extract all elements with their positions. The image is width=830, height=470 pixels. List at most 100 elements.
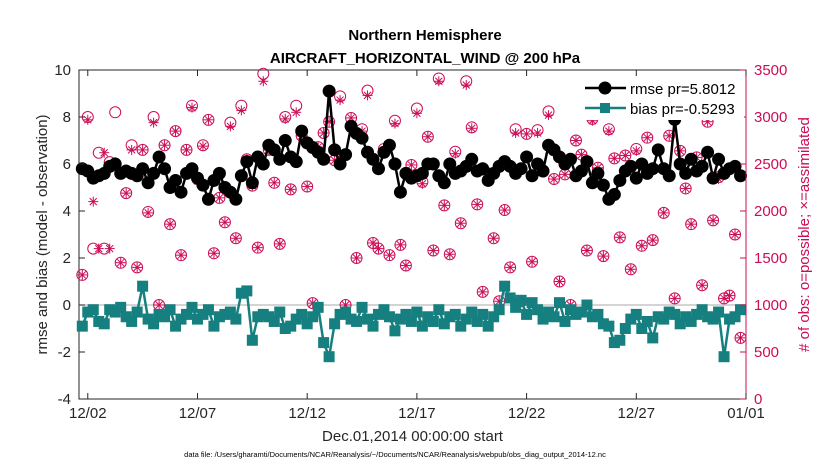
obs-assimilated-stroke <box>336 96 344 104</box>
obs-assimilated-marker <box>384 250 395 261</box>
obs-assimilated-marker <box>625 264 636 275</box>
obs-possible-marker <box>569 134 582 147</box>
rmse-marker <box>212 166 226 180</box>
obs-assimilated-marker <box>647 235 658 246</box>
obs-assimilated-stroke <box>665 131 674 140</box>
obs-assimilated-marker <box>176 250 187 261</box>
obs-assimilated-stroke <box>105 244 114 253</box>
obs-assimilated-stroke <box>281 115 290 123</box>
obs-assimilated-stroke <box>687 220 696 229</box>
x-tick-label: 12/22 <box>508 405 546 422</box>
y-tick-label: 6 <box>63 156 71 173</box>
obs-assimilated-stroke <box>83 115 92 124</box>
obs-assimilated-marker <box>252 242 263 253</box>
obs-assimilated-stroke <box>522 130 531 138</box>
obs-assimilated-stroke <box>583 246 591 255</box>
obs-assimilated-stroke <box>182 146 191 154</box>
obs-assimilated-stroke <box>605 127 613 135</box>
obs-assimilated-stroke <box>259 77 268 86</box>
rmse-marker <box>701 145 715 159</box>
x-tick-label: 12/12 <box>288 405 326 422</box>
obs-assimilated-marker <box>697 280 708 291</box>
obs-assimilated-stroke <box>632 146 641 155</box>
legend: rmse pr=5.8012 bias pr=-0.5293 <box>583 78 744 120</box>
rmse-marker <box>437 176 451 190</box>
obs-assimilated-marker <box>351 253 362 263</box>
obs-assimilated-stroke <box>648 236 657 244</box>
obs-possible-marker <box>251 241 264 254</box>
y2-axis-label: # of obs: o=possible; ×=assimilated <box>796 117 813 352</box>
obs-assimilated-stroke <box>555 277 564 286</box>
bias-marker <box>137 280 149 292</box>
rmse-marker <box>196 178 210 192</box>
x-tick-label: 01/01 <box>727 405 765 422</box>
x-tick-label: 12/02 <box>69 405 107 422</box>
legend-swatch-rmse-marker <box>598 81 612 95</box>
bias-marker <box>416 320 428 332</box>
obs-assimilated-stroke <box>572 136 580 145</box>
obs-assimilated-stroke <box>473 200 482 209</box>
obs-assimilated-stroke <box>533 129 542 137</box>
obs-assimilated-marker <box>274 238 285 249</box>
obs-assimilated-marker <box>121 188 132 199</box>
bias-marker <box>614 334 626 346</box>
bias-marker <box>208 320 220 332</box>
bias-marker <box>504 292 516 304</box>
y-tick-label: 8 <box>63 109 71 126</box>
obs-assimilated-stroke <box>615 233 624 242</box>
legend-label-bias: bias pr=-0.5293 <box>630 101 735 118</box>
rmse-marker <box>525 169 539 183</box>
obs-assimilated-stroke <box>226 122 235 131</box>
bias-marker <box>318 337 330 349</box>
obs-assimilated-stroke <box>681 184 690 193</box>
bias-marker <box>76 320 88 332</box>
bias-marker <box>351 315 363 327</box>
obs-possible-marker <box>498 204 511 217</box>
obs-assimilated-marker <box>620 150 631 161</box>
obs-assimilated-marker <box>148 117 159 128</box>
obs-assimilated-stroke <box>363 91 372 100</box>
obs-assimilated-marker <box>406 159 417 170</box>
bias-marker <box>164 304 176 316</box>
bias-marker <box>148 318 160 330</box>
obs-assimilated-marker <box>335 95 346 106</box>
obs-possible-marker <box>597 250 610 263</box>
obs-possible-marker <box>317 126 330 139</box>
bias-marker <box>630 308 642 320</box>
obs-assimilated-marker <box>186 102 197 113</box>
obs-assimilated-stroke <box>424 132 432 141</box>
bias-marker <box>482 320 494 332</box>
obs-assimilated-marker <box>510 127 521 138</box>
obs-assimilated-stroke <box>670 294 679 303</box>
bias-marker <box>647 332 659 344</box>
y-tick-label: 0 <box>63 297 71 314</box>
obs-assimilated-stroke <box>478 287 487 296</box>
obs-assimilated-marker <box>137 144 148 155</box>
obs-assimilated-marker <box>735 332 746 343</box>
rmse-marker <box>201 192 215 206</box>
obs-possible-marker <box>383 249 396 262</box>
obs-assimilated-stroke <box>199 142 207 150</box>
obs-possible-marker <box>454 217 467 230</box>
obs-assimilated-marker <box>362 90 373 101</box>
obs-assimilated-stroke <box>599 252 608 260</box>
bias-marker <box>268 315 280 327</box>
rmse-marker <box>229 192 243 206</box>
obs-possible-marker <box>608 152 621 165</box>
obs-assimilated-stroke <box>643 133 652 142</box>
obs-assimilated-stroke <box>456 219 465 228</box>
bias-marker <box>307 311 319 323</box>
bias-marker <box>230 313 242 325</box>
rmse-marker <box>514 162 528 176</box>
obs-assimilated-marker <box>532 127 543 138</box>
rmse-marker <box>169 173 183 187</box>
obs-assimilated-stroke <box>303 182 312 191</box>
obs-assimilated-marker <box>269 177 280 188</box>
obs-assimilated-marker <box>439 200 450 211</box>
rmse-marker <box>256 157 270 171</box>
obs-assimilated-marker <box>395 239 406 250</box>
obs-assimilated-stroke <box>286 185 295 194</box>
obs-possible-marker <box>696 279 709 292</box>
bias-marker <box>367 320 379 332</box>
